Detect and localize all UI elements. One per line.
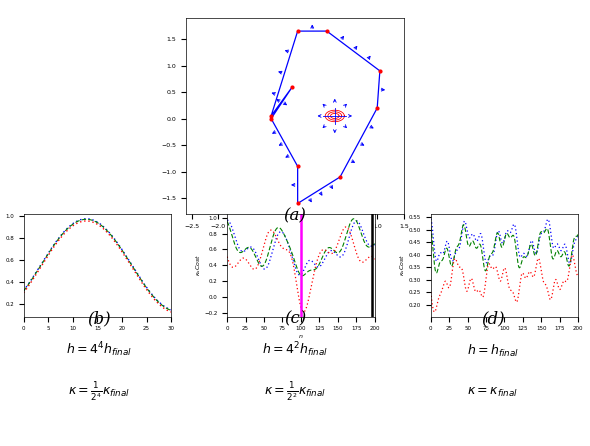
Text: $h = h_{final}$: $h = h_{final}$	[467, 343, 519, 359]
X-axis label: $n$: $n$	[298, 333, 304, 340]
Text: $\kappa = \frac{1}{2^4}\kappa_{final}$: $\kappa = \frac{1}{2^4}\kappa_{final}$	[68, 380, 130, 404]
Text: (a): (a)	[284, 208, 306, 225]
Y-axis label: $\kappa_s Cost$: $\kappa_s Cost$	[194, 254, 202, 277]
Text: $\kappa = \kappa_{final}$: $\kappa = \kappa_{final}$	[467, 386, 518, 399]
Text: $h = 4^4 h_{final}$: $h = 4^4 h_{final}$	[66, 341, 132, 359]
Text: (c): (c)	[284, 310, 306, 327]
Text: $h = 4^2 h_{final}$: $h = 4^2 h_{final}$	[262, 341, 328, 359]
Text: (d): (d)	[481, 310, 504, 327]
Text: (b): (b)	[87, 310, 111, 327]
Y-axis label: $\kappa_s Cost$: $\kappa_s Cost$	[398, 254, 407, 277]
Y-axis label: $\kappa_s Cost$: $\kappa_s Cost$	[0, 254, 4, 277]
Text: $\kappa = \frac{1}{2^2}\kappa_{final}$: $\kappa = \frac{1}{2^2}\kappa_{final}$	[264, 380, 326, 404]
